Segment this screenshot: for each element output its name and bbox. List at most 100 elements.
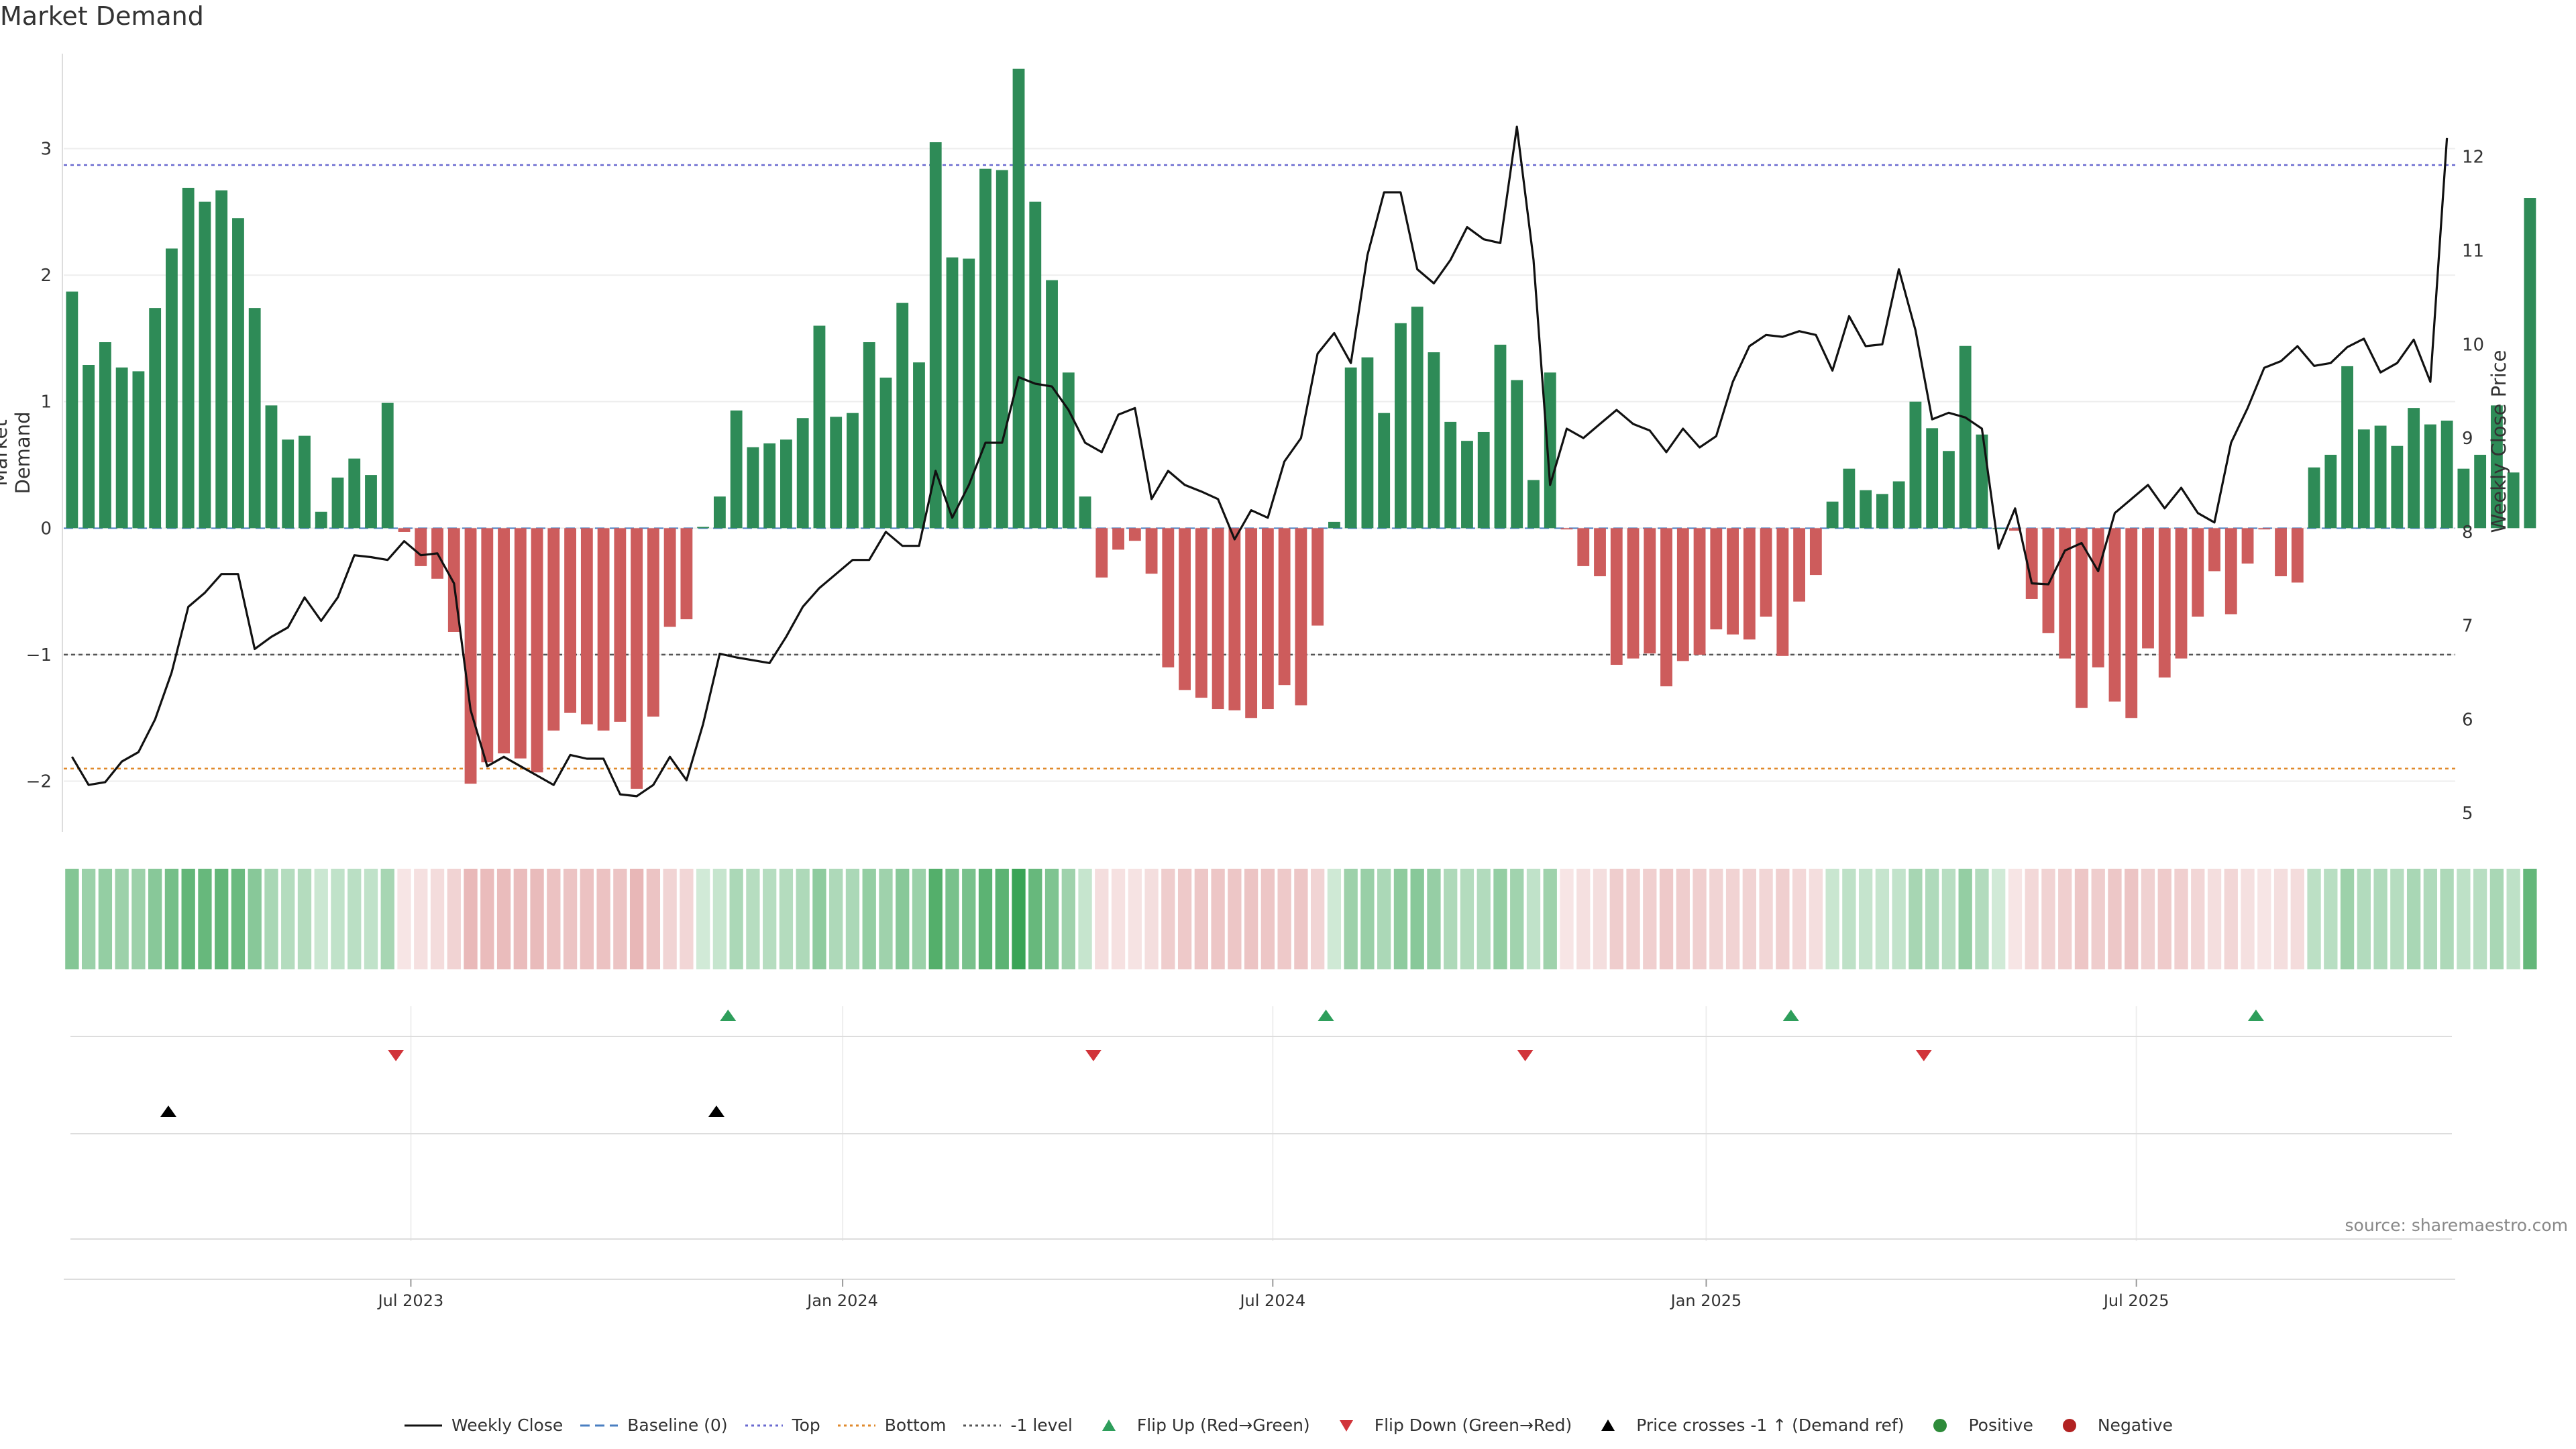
heat-cell bbox=[1693, 869, 1707, 969]
heat-cell bbox=[1609, 869, 1623, 969]
demand-bar bbox=[132, 371, 145, 529]
demand-bar bbox=[166, 248, 178, 529]
heat-cell bbox=[763, 869, 777, 969]
demand-bar bbox=[2524, 198, 2536, 529]
demand-bar bbox=[896, 303, 909, 529]
heat-cell bbox=[1792, 869, 1807, 969]
heat-cell bbox=[2257, 869, 2271, 969]
x-tick-label: Jan 2024 bbox=[806, 1291, 878, 1310]
heat-cell bbox=[2041, 869, 2055, 969]
demand-bar bbox=[564, 528, 576, 713]
heat-cell bbox=[2506, 869, 2520, 969]
heat-cell bbox=[962, 869, 976, 969]
legend: Weekly Close Baseline (0) Top Bottom -1 … bbox=[0, 1415, 2576, 1435]
flip-down-marker bbox=[1517, 1050, 1534, 1061]
heat-cell bbox=[1576, 869, 1591, 969]
heat-cell bbox=[1460, 869, 1474, 969]
legend-item-negative: Negative bbox=[2049, 1415, 2173, 1435]
demand-bar bbox=[2374, 425, 2387, 529]
heat-cell bbox=[1177, 869, 1192, 969]
demand-bar bbox=[1544, 372, 1556, 529]
heat-cell bbox=[2307, 869, 2321, 969]
heat-cell bbox=[978, 869, 993, 969]
demand-bar bbox=[2258, 528, 2271, 530]
demand-bar bbox=[2158, 528, 2171, 678]
demand-bar bbox=[464, 528, 477, 784]
y-right-tick-label: 5 bbox=[2462, 804, 2473, 824]
demand-bar bbox=[1395, 323, 1407, 529]
demand-bar bbox=[331, 477, 344, 529]
heat-cell bbox=[1742, 869, 1756, 969]
heat-cell bbox=[613, 869, 627, 969]
demand-bar bbox=[1727, 528, 1739, 635]
heat-cell bbox=[2523, 869, 2537, 969]
heat-cell bbox=[1078, 869, 1092, 969]
heat-cell bbox=[779, 869, 794, 969]
demand-bar bbox=[1245, 528, 1258, 718]
heat-cell bbox=[1560, 869, 1574, 969]
demand-bar bbox=[1311, 528, 1324, 626]
demand-bar bbox=[1295, 528, 1307, 706]
flip-down-marker bbox=[1915, 1050, 1932, 1061]
demand-bar bbox=[2025, 528, 2038, 599]
demand-bar bbox=[1428, 352, 1440, 529]
demand-bar bbox=[1079, 496, 1091, 529]
heat-cell bbox=[1975, 869, 1989, 969]
legend-label: Positive bbox=[1968, 1415, 2033, 1435]
y-right-tick-label: 12 bbox=[2462, 148, 2484, 168]
heat-cell bbox=[2406, 869, 2421, 969]
demand-bar bbox=[647, 528, 659, 717]
heat-cell bbox=[1909, 869, 1923, 969]
demand-bar bbox=[963, 258, 975, 529]
demand-bar bbox=[780, 439, 792, 529]
demand-bar bbox=[2125, 528, 2138, 718]
demand-bar bbox=[1676, 528, 1689, 661]
heat-cell bbox=[414, 869, 428, 969]
reference-lines bbox=[64, 164, 2455, 769]
demand-bar bbox=[979, 168, 991, 529]
heat-cell bbox=[98, 869, 113, 969]
demand-bar bbox=[514, 528, 527, 759]
heat-cell bbox=[879, 869, 893, 969]
chart-title: Market Demand bbox=[0, 1, 204, 31]
heat-cell bbox=[580, 869, 594, 969]
heat-cell bbox=[2324, 869, 2338, 969]
heat-cell bbox=[1194, 869, 1209, 969]
heat-cell bbox=[1161, 869, 1175, 969]
price-line-layer bbox=[71, 125, 2449, 798]
heat-cell bbox=[1477, 869, 1491, 969]
heat-cell bbox=[1759, 869, 1773, 969]
demand-bar bbox=[1627, 528, 1640, 659]
demand-bar bbox=[1710, 528, 1723, 630]
heat-cell bbox=[1992, 869, 2006, 969]
heat-cell bbox=[281, 869, 295, 969]
price-cross-marker bbox=[160, 1106, 176, 1117]
legend-swatch-dot-icon bbox=[745, 1424, 783, 1426]
heat-cell bbox=[2290, 869, 2304, 969]
demand-bar bbox=[1112, 528, 1124, 550]
demand-bar bbox=[1145, 528, 1158, 574]
legend-label: -1 level bbox=[1010, 1415, 1073, 1435]
heat-cell bbox=[148, 869, 162, 969]
legend-item-bottom: Bottom bbox=[837, 1415, 946, 1435]
demand-bar bbox=[2440, 420, 2453, 529]
demand-bar bbox=[2490, 405, 2503, 529]
heat-cell bbox=[480, 869, 494, 969]
heat-cell bbox=[1244, 869, 1258, 969]
legend-swatch-triangle-up-icon bbox=[1102, 1419, 1116, 1431]
demand-bar bbox=[663, 528, 676, 627]
demand-bar bbox=[2457, 468, 2470, 529]
demand-bar bbox=[1012, 68, 1025, 529]
demand-bar bbox=[1909, 401, 1922, 529]
demand-bar bbox=[996, 170, 1008, 529]
demand-bar bbox=[1776, 528, 1789, 656]
heat-cell bbox=[1277, 869, 1291, 969]
heat-cell bbox=[862, 869, 876, 969]
heat-cell bbox=[2074, 869, 2089, 969]
demand-bar bbox=[1577, 528, 1590, 566]
x-tick-label: Jul 2023 bbox=[377, 1291, 444, 1310]
demand-bar bbox=[2308, 467, 2320, 529]
heat-cell bbox=[530, 869, 544, 969]
